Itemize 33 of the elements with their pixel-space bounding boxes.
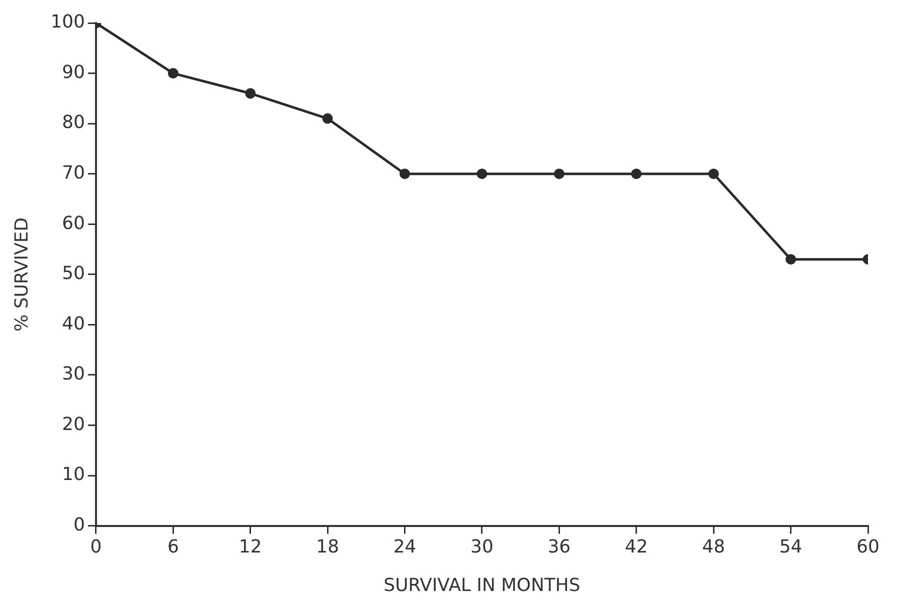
x-tick-label: 36: [548, 536, 571, 558]
x-tick-label: 42: [624, 536, 648, 558]
y-tick-label: 40: [62, 313, 85, 334]
x-axis-title: SURVIVAL IN MONTHS: [384, 574, 580, 596]
y-axis-title: % SURVIVED: [11, 217, 32, 332]
y-tick-label: 100: [50, 12, 85, 33]
y-tick-label: 30: [62, 364, 85, 385]
x-tick-label: 12: [238, 536, 262, 558]
x-tick-label: 30: [470, 536, 494, 558]
y-tick-label: 20: [62, 414, 85, 435]
point: [322, 113, 333, 124]
x-tick-label: 6: [167, 536, 179, 558]
point: [708, 168, 719, 180]
y-tick-label: 80: [62, 112, 85, 134]
y-tick-label: 90: [62, 62, 85, 83]
point: [245, 88, 256, 99]
y-tick-label: 50: [62, 263, 85, 284]
y-tick-label: 70: [62, 162, 85, 184]
point: [400, 168, 410, 180]
x-tick-label: 60: [856, 536, 880, 558]
y-tick-label: 0: [74, 514, 85, 536]
x-tick-label: 18: [316, 536, 340, 558]
point: [786, 254, 796, 265]
point: [631, 168, 642, 180]
x-tick-label: 0: [90, 536, 102, 558]
y-tick-label: 10: [62, 464, 85, 486]
x-tick-label: 48: [702, 536, 726, 558]
point: [476, 168, 488, 180]
point: [554, 168, 564, 180]
y-tick-label: 60: [62, 212, 85, 234]
point: [168, 68, 178, 79]
x-tick-label: 24: [393, 536, 416, 558]
x-tick-label: 54: [779, 536, 802, 558]
